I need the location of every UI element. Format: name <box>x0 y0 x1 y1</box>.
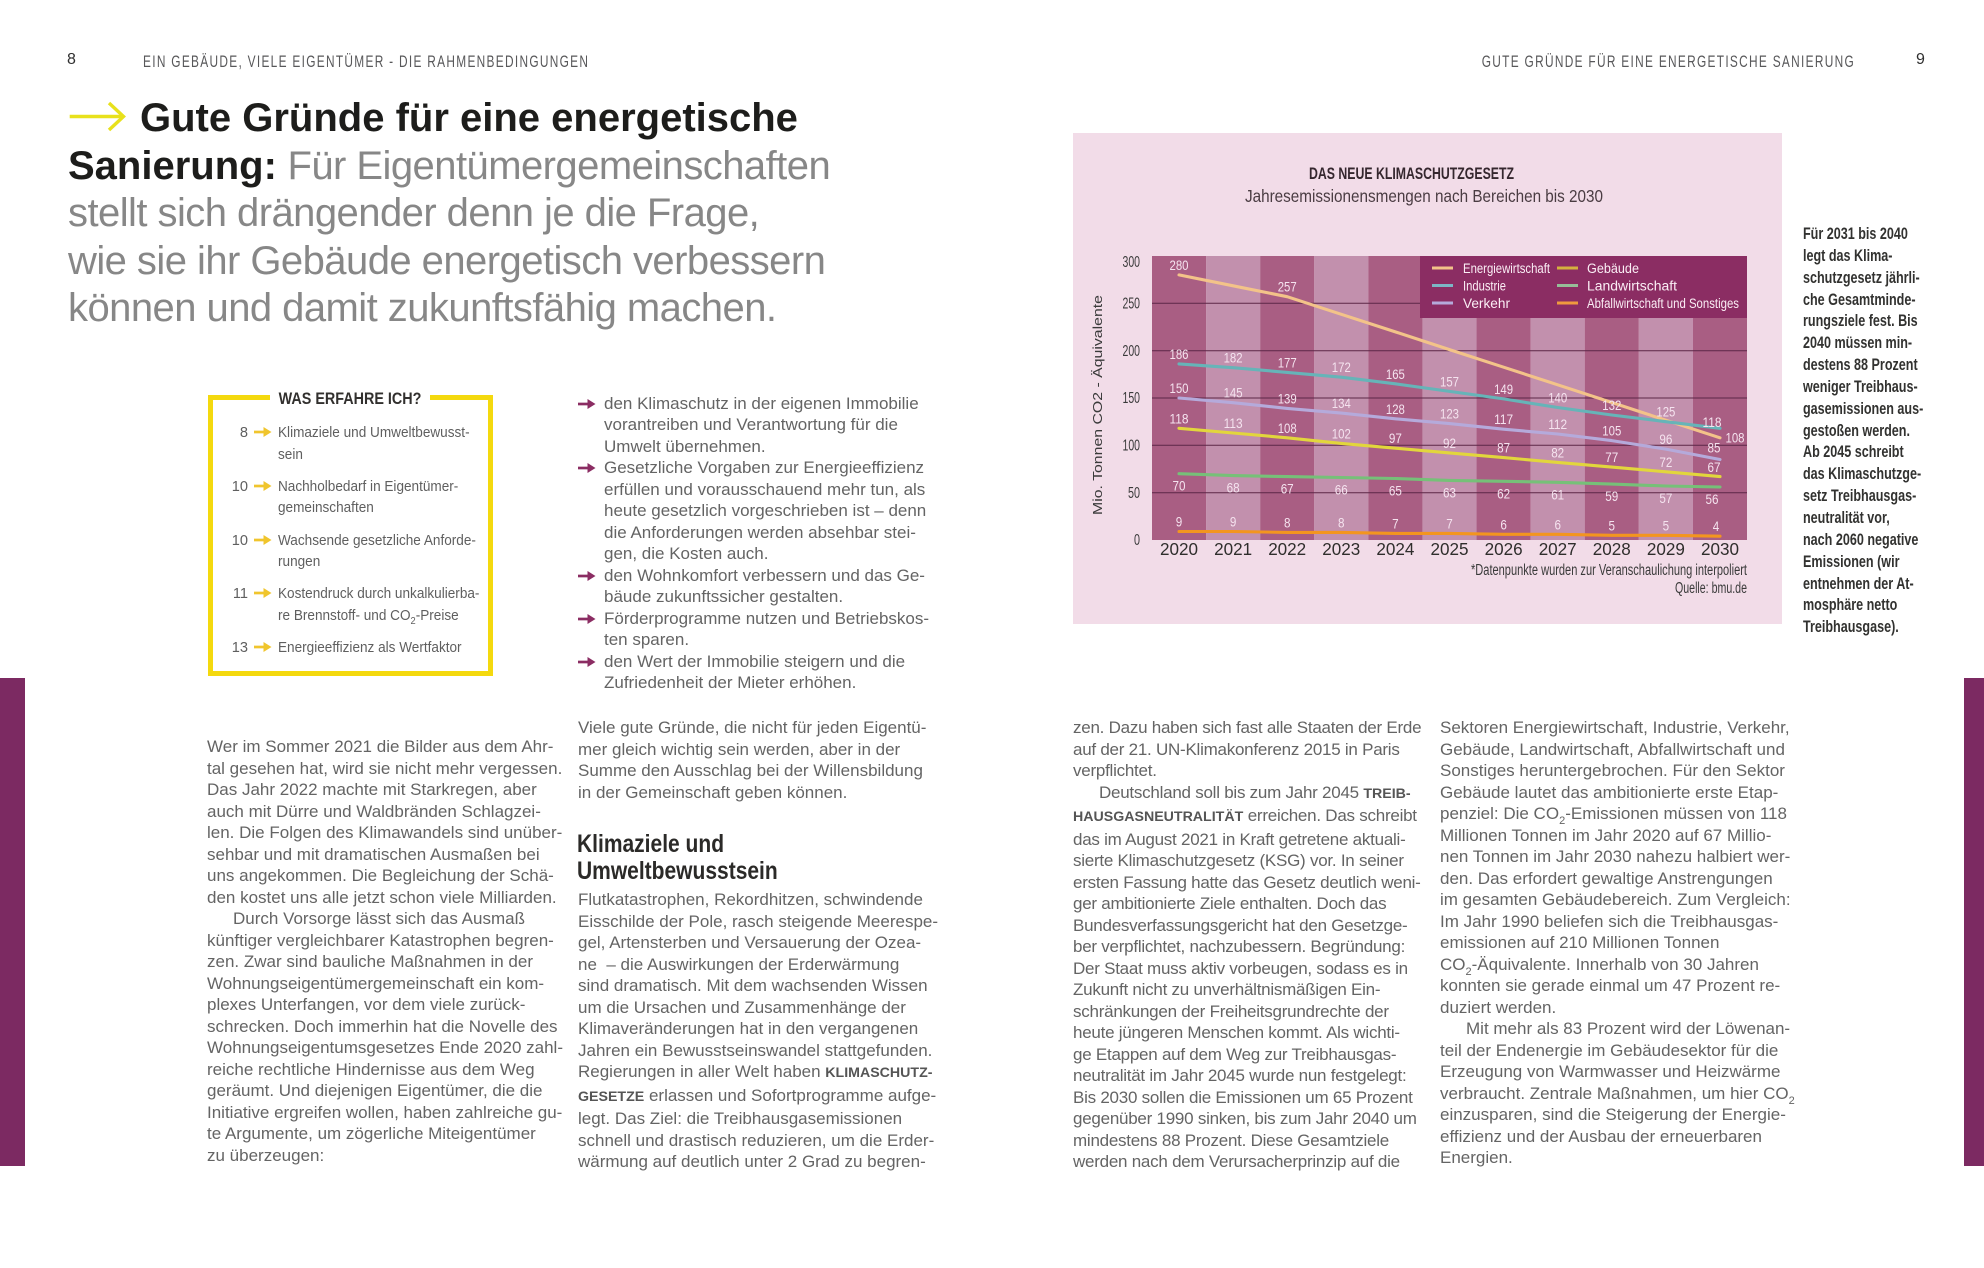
svg-text:Energiewirtschaft: Energiewirtschaft <box>1463 261 1550 276</box>
svg-text:118: 118 <box>1703 415 1722 430</box>
svg-text:108: 108 <box>1278 421 1297 436</box>
svg-text:280: 280 <box>1170 258 1189 273</box>
svg-text:2025: 2025 <box>1431 539 1469 559</box>
svg-text:96: 96 <box>1659 432 1672 447</box>
svg-text:257: 257 <box>1278 280 1297 295</box>
svg-text:8: 8 <box>1338 515 1345 530</box>
svg-text:150: 150 <box>1170 381 1189 396</box>
svg-text:250: 250 <box>1123 296 1141 313</box>
svg-text:85: 85 <box>1708 441 1721 456</box>
svg-text:62: 62 <box>1497 486 1510 501</box>
svg-text:200: 200 <box>1123 343 1141 360</box>
svg-text:67: 67 <box>1281 482 1294 497</box>
svg-text:77: 77 <box>1605 450 1618 465</box>
svg-text:5: 5 <box>1663 518 1670 533</box>
svg-text:Landwirtschaft: Landwirtschaft <box>1587 279 1677 294</box>
svg-text:4: 4 <box>1713 519 1720 534</box>
svg-text:9: 9 <box>1230 515 1237 530</box>
svg-text:132: 132 <box>1602 398 1621 413</box>
svg-text:2029: 2029 <box>1647 539 1685 559</box>
svg-text:67: 67 <box>1708 460 1721 475</box>
svg-text:59: 59 <box>1605 489 1618 504</box>
svg-text:*Datenpunkte wurden zur Verans: *Datenpunkte wurden zur Veranschaulichun… <box>1471 562 1747 579</box>
svg-text:97: 97 <box>1389 431 1402 446</box>
svg-text:DAS NEUE KLIMASCHUTZGESETZ: DAS NEUE KLIMASCHUTZGESETZ <box>1309 164 1514 183</box>
svg-text:182: 182 <box>1224 351 1243 366</box>
svg-text:6: 6 <box>1500 517 1507 532</box>
svg-text:Verkehr: Verkehr <box>1463 296 1511 311</box>
svg-text:149: 149 <box>1494 382 1513 397</box>
svg-text:165: 165 <box>1386 367 1405 382</box>
svg-text:50: 50 <box>1128 485 1140 502</box>
svg-text:8: 8 <box>1284 515 1291 530</box>
svg-text:117: 117 <box>1494 412 1513 427</box>
svg-text:65: 65 <box>1389 484 1402 499</box>
svg-text:82: 82 <box>1551 445 1564 460</box>
svg-text:56: 56 <box>1706 492 1719 507</box>
svg-text:5: 5 <box>1609 518 1616 533</box>
svg-text:100: 100 <box>1123 438 1141 455</box>
svg-text:140: 140 <box>1548 391 1567 406</box>
svg-text:6: 6 <box>1554 517 1561 532</box>
svg-text:145: 145 <box>1224 386 1243 401</box>
svg-text:72: 72 <box>1659 455 1672 470</box>
svg-text:112: 112 <box>1548 417 1567 432</box>
svg-text:Gebäude: Gebäude <box>1587 261 1639 276</box>
svg-text:70: 70 <box>1173 479 1186 494</box>
svg-text:118: 118 <box>1170 411 1189 426</box>
svg-text:Industrie: Industrie <box>1463 279 1506 294</box>
svg-text:0: 0 <box>1134 532 1140 549</box>
svg-text:139: 139 <box>1278 391 1297 406</box>
svg-text:105: 105 <box>1602 424 1621 439</box>
svg-text:2026: 2026 <box>1485 539 1523 559</box>
svg-text:172: 172 <box>1332 360 1351 375</box>
svg-text:7: 7 <box>1446 516 1453 531</box>
svg-text:102: 102 <box>1332 426 1351 441</box>
svg-text:87: 87 <box>1497 441 1510 456</box>
svg-text:68: 68 <box>1227 481 1240 496</box>
svg-text:2021: 2021 <box>1214 539 1252 559</box>
svg-text:2028: 2028 <box>1593 539 1631 559</box>
svg-text:2023: 2023 <box>1322 539 1360 559</box>
svg-text:134: 134 <box>1332 396 1351 411</box>
svg-text:113: 113 <box>1224 416 1243 431</box>
svg-text:Quelle: bmu.de: Quelle: bmu.de <box>1675 580 1747 597</box>
svg-text:157: 157 <box>1440 374 1459 389</box>
svg-text:128: 128 <box>1386 402 1405 417</box>
svg-text:186: 186 <box>1170 347 1189 362</box>
svg-text:61: 61 <box>1551 487 1564 502</box>
svg-text:57: 57 <box>1659 491 1672 506</box>
svg-text:7: 7 <box>1392 516 1399 531</box>
svg-text:63: 63 <box>1443 485 1456 500</box>
svg-text:66: 66 <box>1335 483 1348 498</box>
svg-text:2022: 2022 <box>1268 539 1306 559</box>
svg-text:2020: 2020 <box>1160 539 1198 559</box>
svg-text:300: 300 <box>1123 254 1141 271</box>
svg-text:Mio. Tonnen CO2 - Äquivalente: Mio. Tonnen CO2 - Äquivalente <box>1090 295 1105 515</box>
svg-text:2030: 2030 <box>1701 539 1739 559</box>
svg-text:108: 108 <box>1726 431 1745 446</box>
svg-text:2027: 2027 <box>1539 539 1577 559</box>
svg-text:150: 150 <box>1123 390 1141 407</box>
svg-text:Abfallwirtschaft und Sonstiges: Abfallwirtschaft und Sonstiges <box>1587 296 1739 311</box>
svg-text:123: 123 <box>1440 407 1459 422</box>
svg-text:9: 9 <box>1176 515 1183 530</box>
svg-text:2024: 2024 <box>1376 539 1414 559</box>
svg-text:Jahresemissionensmengen nach B: Jahresemissionensmengen nach Bereichen b… <box>1245 186 1603 206</box>
svg-text:177: 177 <box>1278 355 1297 370</box>
svg-text:92: 92 <box>1443 436 1456 451</box>
svg-text:125: 125 <box>1656 405 1675 420</box>
